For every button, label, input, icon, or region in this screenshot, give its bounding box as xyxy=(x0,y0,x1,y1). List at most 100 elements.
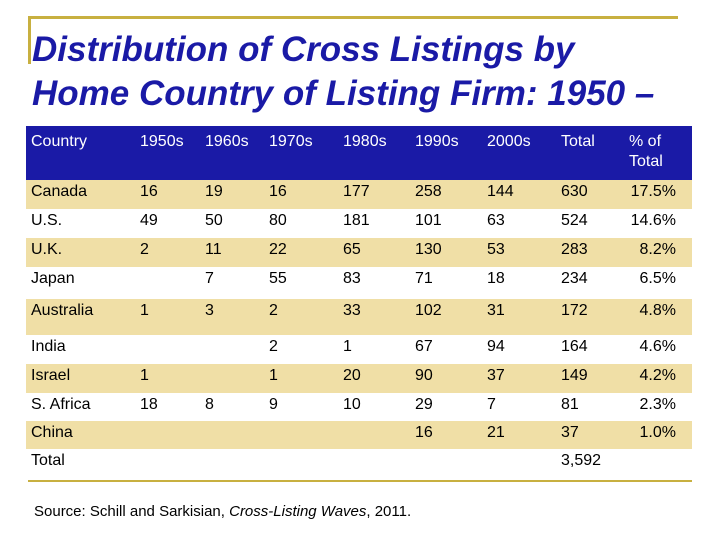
table-cell: 3 xyxy=(200,299,264,335)
table-cell: 83 xyxy=(338,267,410,299)
table-cell xyxy=(338,449,410,477)
table-cell: 258 xyxy=(410,180,482,209)
table-cell: 4.6% xyxy=(624,335,692,364)
table-cell: 177 xyxy=(338,180,410,209)
table-cell: 81 xyxy=(556,393,624,421)
table-cell: India xyxy=(26,335,135,364)
frame-top-rule xyxy=(28,16,678,19)
header-cell: 1960s xyxy=(200,126,264,180)
header-cell: Country xyxy=(26,126,135,180)
header-cell: 1950s xyxy=(135,126,200,180)
table-cell: 18 xyxy=(135,393,200,421)
table-cell: 2 xyxy=(264,299,338,335)
table-cell xyxy=(135,335,200,364)
table-cell: 234 xyxy=(556,267,624,299)
table-cell: 11 xyxy=(200,238,264,267)
table-cell: 101 xyxy=(410,209,482,238)
table-cell xyxy=(338,421,410,449)
table-cell: 181 xyxy=(338,209,410,238)
table-cell: 21 xyxy=(482,421,556,449)
table-cell: 283 xyxy=(556,238,624,267)
header-cell: % of Total xyxy=(624,126,692,180)
table-cell: 2 xyxy=(135,238,200,267)
table-cell: 8.2% xyxy=(624,238,692,267)
table-cell: 144 xyxy=(482,180,556,209)
table-cell: 49 xyxy=(135,209,200,238)
table-cell: 149 xyxy=(556,364,624,393)
table-cell: Japan xyxy=(26,267,135,299)
table-cell: Total xyxy=(26,449,135,477)
table-row: Australia 1 3 2 33 102 31 172 4.8% xyxy=(26,299,692,335)
cross-listings-table: Country 1950s 1960s 1970s 1980s 1990s 20… xyxy=(26,126,692,477)
table-row: U.S. 49 50 80 181 101 63 524 14.6% xyxy=(26,209,692,238)
slide-title: Distribution of Cross Listings by Home C… xyxy=(32,28,720,116)
table-cell: 37 xyxy=(482,364,556,393)
table-cell: 4.2% xyxy=(624,364,692,393)
table-cell: 16 xyxy=(410,421,482,449)
table-cell: 6.5% xyxy=(624,267,692,299)
table-cell: 31 xyxy=(482,299,556,335)
table-row: U.K. 2 11 22 65 130 53 283 8.2% xyxy=(26,238,692,267)
table-cell: 1.0% xyxy=(624,421,692,449)
table-cell: 130 xyxy=(410,238,482,267)
table-cell: 67 xyxy=(410,335,482,364)
table-cell xyxy=(482,449,556,477)
table-cell: Australia xyxy=(26,299,135,335)
table-cell xyxy=(135,267,200,299)
table-cell: 14.6% xyxy=(624,209,692,238)
source-citation: Source: Schill and Sarkisian, Cross-List… xyxy=(34,503,411,520)
table-cell: China xyxy=(26,421,135,449)
table-cell xyxy=(264,449,338,477)
table-cell: 33 xyxy=(338,299,410,335)
table-cell: 22 xyxy=(264,238,338,267)
table-cell: 524 xyxy=(556,209,624,238)
header-cell: 1970s xyxy=(264,126,338,180)
table-header-row: Country 1950s 1960s 1970s 1980s 1990s 20… xyxy=(26,126,692,180)
table-cell: 65 xyxy=(338,238,410,267)
table-cell: 7 xyxy=(200,267,264,299)
header-cell: 1990s xyxy=(410,126,482,180)
table-cell: 17.5% xyxy=(624,180,692,209)
source-suffix: , 2011. xyxy=(366,503,412,520)
table-cell: 63 xyxy=(482,209,556,238)
table-cell: 71 xyxy=(410,267,482,299)
table-cell: 1 xyxy=(135,364,200,393)
table-cell: Canada xyxy=(26,180,135,209)
table-cell xyxy=(410,449,482,477)
table-cell: 9 xyxy=(264,393,338,421)
table-cell: 18 xyxy=(482,267,556,299)
table-cell xyxy=(624,449,692,477)
table-cell: U.K. xyxy=(26,238,135,267)
table-cell: 80 xyxy=(264,209,338,238)
slide-title-line-2: Home Country of Listing Firm: 1950 – xyxy=(32,74,655,113)
table-cell: 20 xyxy=(338,364,410,393)
table-row: Japan 7 55 83 71 18 234 6.5% xyxy=(26,267,692,299)
source-prefix: Source: Schill and Sarkisian, xyxy=(34,503,230,520)
table-cell: 1 xyxy=(135,299,200,335)
table-cell: 8 xyxy=(200,393,264,421)
table-cell: 1 xyxy=(264,364,338,393)
table-cell: 16 xyxy=(264,180,338,209)
table-row: Total 3,592 xyxy=(26,449,692,477)
table-cell: 4.8% xyxy=(624,299,692,335)
header-cell: 1980s xyxy=(338,126,410,180)
table-cell xyxy=(135,421,200,449)
table-row: China 16 21 37 1.0% xyxy=(26,421,692,449)
table-cell: 29 xyxy=(410,393,482,421)
table-row: S. Africa 18 8 9 10 29 7 81 2.3% xyxy=(26,393,692,421)
table-cell: 90 xyxy=(410,364,482,393)
table-cell: 102 xyxy=(410,299,482,335)
table-row: Israel 1 1 20 90 37 149 4.2% xyxy=(26,364,692,393)
table-cell: 55 xyxy=(264,267,338,299)
table-cell xyxy=(200,449,264,477)
table-cell: 172 xyxy=(556,299,624,335)
table-cell: Israel xyxy=(26,364,135,393)
table-cell: 10 xyxy=(338,393,410,421)
table-row: India 2 1 67 94 164 4.6% xyxy=(26,335,692,364)
table-cell xyxy=(135,449,200,477)
table-cell: 2.3% xyxy=(624,393,692,421)
frame-left-rule xyxy=(28,16,31,64)
table-cell: 16 xyxy=(135,180,200,209)
table-cell: 50 xyxy=(200,209,264,238)
table-cell: 19 xyxy=(200,180,264,209)
